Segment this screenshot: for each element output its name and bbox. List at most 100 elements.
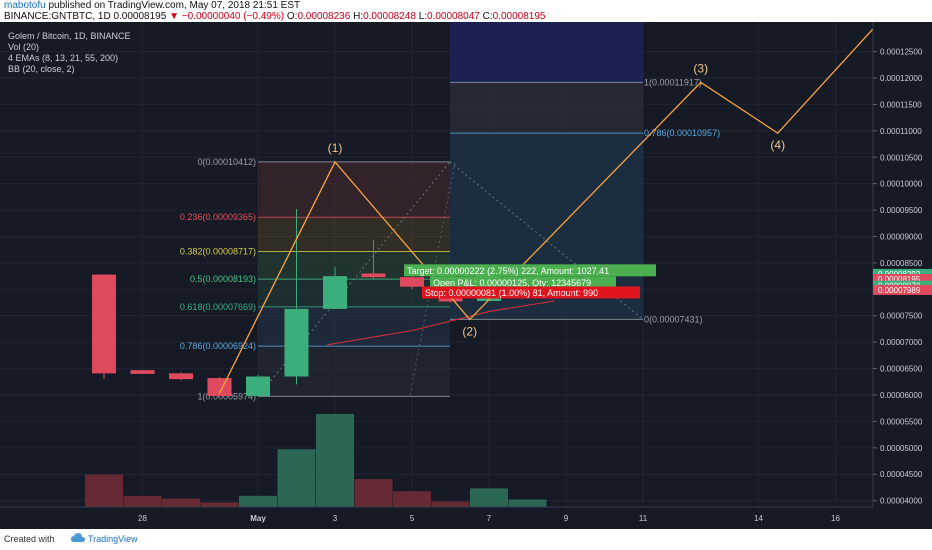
- wave-label: (3): [693, 61, 708, 75]
- wave-label: (1): [328, 141, 343, 155]
- time-tick-label: May: [250, 514, 266, 523]
- close-label: C:: [482, 11, 493, 22]
- low-label: L:: [418, 11, 428, 22]
- open-label: O:: [286, 11, 298, 22]
- publisher-link[interactable]: mabotofu: [4, 0, 46, 11]
- volume-bar: [354, 479, 393, 507]
- fib-ext-label: 1(0.00011917): [644, 77, 702, 87]
- position-open-label-box: [430, 276, 616, 289]
- created-with-label: Created with: [4, 534, 55, 544]
- price-tick-label: 0.00009000: [880, 232, 923, 241]
- fib-level-label: 1(0.00005974): [197, 391, 256, 401]
- fib-lines: 0(0.00010412) 0.236(0.00009365) 0.382(0.00…: [180, 77, 720, 401]
- position-tool[interactable]: Target: 0.00000222 (2.75%) 222, Amount: …: [404, 264, 656, 299]
- price-tick-label: 0.00012500: [880, 48, 923, 57]
- price-tag-label: 0.00008195: [878, 275, 921, 284]
- indicator-emas[interactable]: 4 EMAs (8, 13, 21, 55, 200): [8, 53, 118, 63]
- price-tick-label: 0.00010000: [880, 180, 923, 189]
- time-axis-ticks: 28 May 3 5 7 9 11 14 16: [138, 514, 840, 523]
- candle-body: [361, 273, 386, 278]
- cloud-icon: [71, 533, 85, 542]
- fib-level-label: 0.618(0.00007669): [180, 302, 256, 312]
- fib-ext-label: 0(0.00007431): [644, 314, 703, 324]
- published-text: published on TradingView.com, May 07, 20…: [48, 0, 301, 11]
- volume-bar: [162, 498, 200, 507]
- elliott-wave[interactable]: (1)(2)(3)(4)(5): [218, 22, 882, 394]
- fib-ext-zone-top: [450, 22, 643, 83]
- fib-level-label: 0.236(0.00009365): [180, 212, 256, 222]
- indicator-vol[interactable]: Vol (20): [8, 42, 39, 52]
- volume-bar: [200, 502, 239, 507]
- price-tick-label: 0.00006500: [880, 365, 923, 374]
- time-tick-label: 3: [333, 514, 338, 523]
- price-tick-label: 0.00009500: [880, 206, 923, 215]
- fib-level-label: 0.382(0.00008717): [180, 246, 256, 256]
- last-price: 0.00008195: [113, 11, 167, 22]
- position-target-label-box: [404, 264, 656, 277]
- price-tag: [873, 268, 932, 279]
- price-tick-label: 0.00005000: [880, 444, 923, 453]
- position-stop-label-box: [422, 286, 640, 299]
- price-tick-label: 0.00010500: [880, 153, 923, 162]
- volume-bars: [85, 414, 547, 507]
- volume-bar: [239, 495, 277, 507]
- time-tick-label: 14: [754, 514, 763, 523]
- time-tick-label: 11: [639, 514, 648, 523]
- price-tag-label: 0.00007989: [878, 286, 921, 295]
- down-arrow-icon: ▼: [169, 11, 179, 22]
- volume-bar: [431, 501, 470, 507]
- fib-trend-line: [449, 161, 644, 320]
- price-tick-label: 0.00007000: [880, 338, 923, 347]
- symbol-line: BINANCE:GNTBTC, 1D 0.00008195 ▼ −0.00000…: [4, 11, 546, 22]
- indicator-bb[interactable]: BB (20, close, 2): [8, 64, 75, 74]
- fib-ext-label: 0.786(0.00010957): [644, 128, 720, 138]
- tradingview-link[interactable]: TradingView: [88, 534, 138, 544]
- publish-line: mabotofu published on TradingView.com, M…: [4, 0, 300, 11]
- low-value: 0.00008047: [427, 11, 480, 22]
- symbol-label: BINANCE:GNTBTC, 1D: [4, 11, 111, 22]
- candle-body: [130, 370, 155, 374]
- position-stop-label: Stop: 0.00000081 (1.00%) 81, Amount: 990: [425, 288, 598, 298]
- volume-bar: [470, 488, 508, 507]
- fib-level-label: 0.786(0.00006924): [180, 341, 256, 351]
- price-tag: [873, 274, 932, 285]
- volume-bar: [277, 449, 316, 507]
- price-tick-label: 0.00012000: [880, 74, 923, 83]
- volume-bar: [85, 474, 123, 507]
- wave-path[interactable]: [218, 27, 875, 394]
- high-label: H:: [353, 11, 364, 22]
- volume-bar: [393, 491, 431, 507]
- candle-body: [92, 274, 116, 374]
- candle-body: [169, 373, 193, 380]
- time-axis[interactable]: [0, 507, 932, 529]
- price-axis[interactable]: [873, 22, 932, 507]
- wave-label: (4): [770, 138, 785, 152]
- price-tick-label: 0.00007500: [880, 312, 923, 321]
- price-tick-label: 0.00006000: [880, 391, 923, 400]
- price-tick-label: 0.00011000: [880, 127, 922, 136]
- fib-ext-zone: [450, 82, 643, 134]
- position-target-label: Target: 0.00000222 (2.75%) 222, Amount: …: [407, 266, 609, 276]
- price-tick-label: 0.00011500: [880, 100, 922, 109]
- candle-body: [400, 277, 424, 287]
- volume-bar: [316, 414, 354, 507]
- price-tick-label: 0.00008500: [880, 259, 923, 268]
- time-tick-label: 9: [564, 514, 569, 523]
- price-tick-label: 0.00005500: [880, 417, 923, 426]
- price-chart[interactable]: 0(0.00010412) 0.236(0.00009365) 0.382(0.00…: [0, 22, 932, 529]
- price-tick-label: 0.00004000: [880, 497, 923, 506]
- price-tag: [873, 284, 932, 295]
- open-value: 0.00008236: [297, 11, 351, 22]
- candle-body: [284, 308, 309, 377]
- footer: Created with TradingView: [0, 529, 932, 550]
- fib-level-label: 0(0.00010412): [197, 157, 256, 167]
- fib-zone: [258, 161, 450, 218]
- high-value: 0.00008248: [363, 11, 416, 22]
- candle-body: [323, 276, 347, 309]
- fib-zone: [258, 217, 450, 252]
- chart-header: mabotofu published on TradingView.com, M…: [0, 0, 932, 22]
- wave-label: (2): [462, 324, 477, 338]
- position-open-label: Open P&L: 0.00000125, Qty: 12345679: [433, 278, 591, 288]
- ema-line: [327, 300, 555, 346]
